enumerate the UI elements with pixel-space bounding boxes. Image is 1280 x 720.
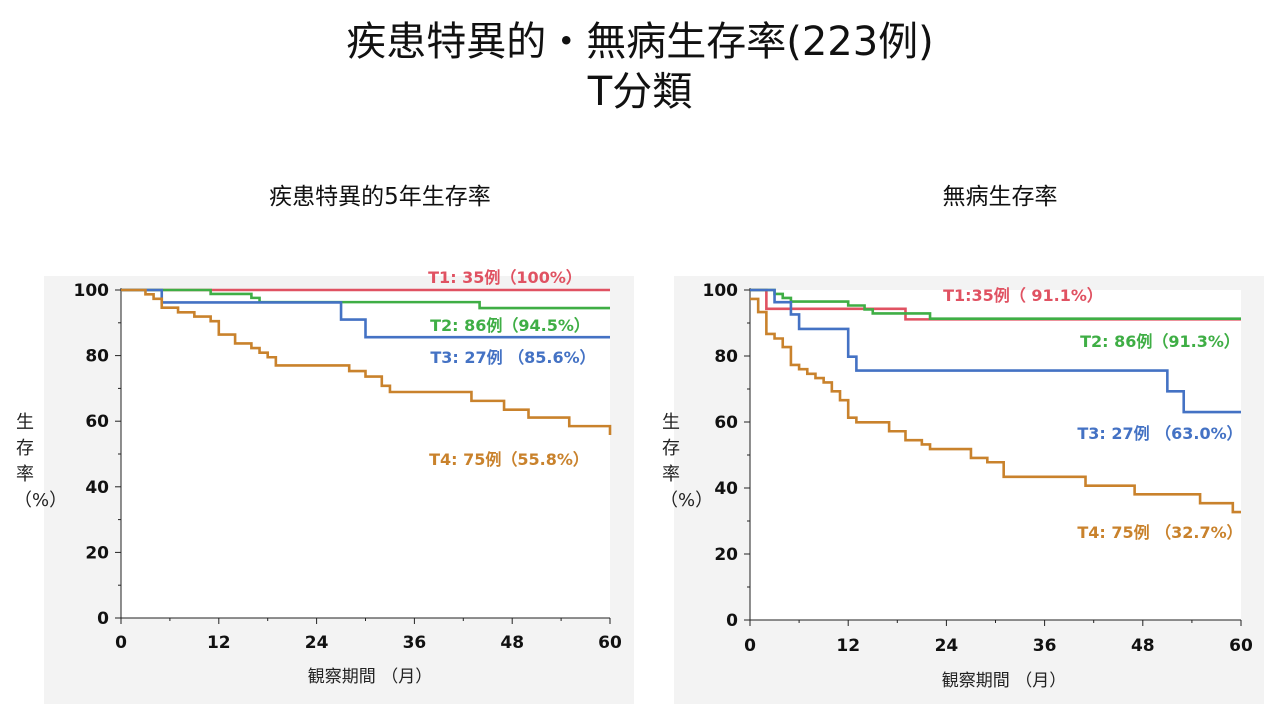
right-series-t2-line <box>750 288 1241 321</box>
right-y-tick-label: 20 <box>714 545 738 565</box>
left-x-tick-label: 24 <box>305 633 329 653</box>
left-x-tick-label: 36 <box>403 633 427 653</box>
right-series-t4-label: T4: 75例 （32.7%） <box>1077 523 1242 542</box>
right-series-t3-label: T3: 27例 （63.0%） <box>1077 424 1242 443</box>
left-series-t2-label: T2: 86例（94.5%） <box>430 316 590 335</box>
left-x-tick-label: 60 <box>598 633 622 653</box>
left-y-tick-label: 20 <box>85 543 109 563</box>
right-y-tick-label: 80 <box>714 347 738 367</box>
left-y-tick-label: 40 <box>85 478 109 498</box>
right-y-tick-label: 40 <box>714 479 738 499</box>
main-title-line2: T分類 <box>587 69 693 115</box>
left-x-axis-title: 観察期間 （月） <box>308 667 432 687</box>
left-series-t4-label: T4: 75例（55.8%） <box>429 450 589 469</box>
right-x-tick-label: 48 <box>1131 636 1155 656</box>
left-chart-title: 疾患特異的5年生存率 <box>269 184 491 210</box>
right-x-axis-title: 観察期間 （月） <box>942 671 1066 691</box>
right-x-tick-label: 0 <box>744 636 756 656</box>
left-y-tick-label: 80 <box>85 347 109 367</box>
right-series-t1-label: T1:35例（ 91.1%） <box>943 286 1103 305</box>
left-y-tick-label: 100 <box>74 281 110 301</box>
left-series-t3-label: T3: 27例 （85.6%） <box>430 348 595 367</box>
left-series-t4-line <box>121 288 612 435</box>
left-series-t1-label: T1: 35例（100%） <box>428 268 582 287</box>
left-x-tick-label: 48 <box>500 633 524 653</box>
right-x-tick-label: 36 <box>1033 636 1057 656</box>
right-y-tick-label: 60 <box>714 413 738 433</box>
right-series-t4-line <box>750 297 1241 514</box>
right-x-tick-label: 12 <box>836 636 860 656</box>
right-x-tick-label: 60 <box>1229 636 1253 656</box>
right-y-tick-label: 0 <box>726 611 738 631</box>
right-plot-area <box>750 290 1241 620</box>
left-series-t3-line <box>121 288 610 339</box>
main-title-line1: 疾患特異的・無病生存率(223例) <box>346 19 934 65</box>
left-y-tick-label: 60 <box>85 412 109 432</box>
left-plot-area <box>121 290 610 618</box>
left-x-tick-label: 12 <box>207 633 231 653</box>
left-y-tick-label: 0 <box>97 609 109 629</box>
right-series-t3-line <box>750 288 1241 414</box>
right-x-tick-label: 24 <box>935 636 959 656</box>
left-x-tick-label: 0 <box>115 633 127 653</box>
left-series-t2-line <box>121 288 610 310</box>
right-y-tick-label: 100 <box>703 281 739 301</box>
right-chart-title: 無病生存率 <box>942 184 1058 210</box>
right-series-t2-label: T2: 86例（91.3%） <box>1080 332 1240 351</box>
